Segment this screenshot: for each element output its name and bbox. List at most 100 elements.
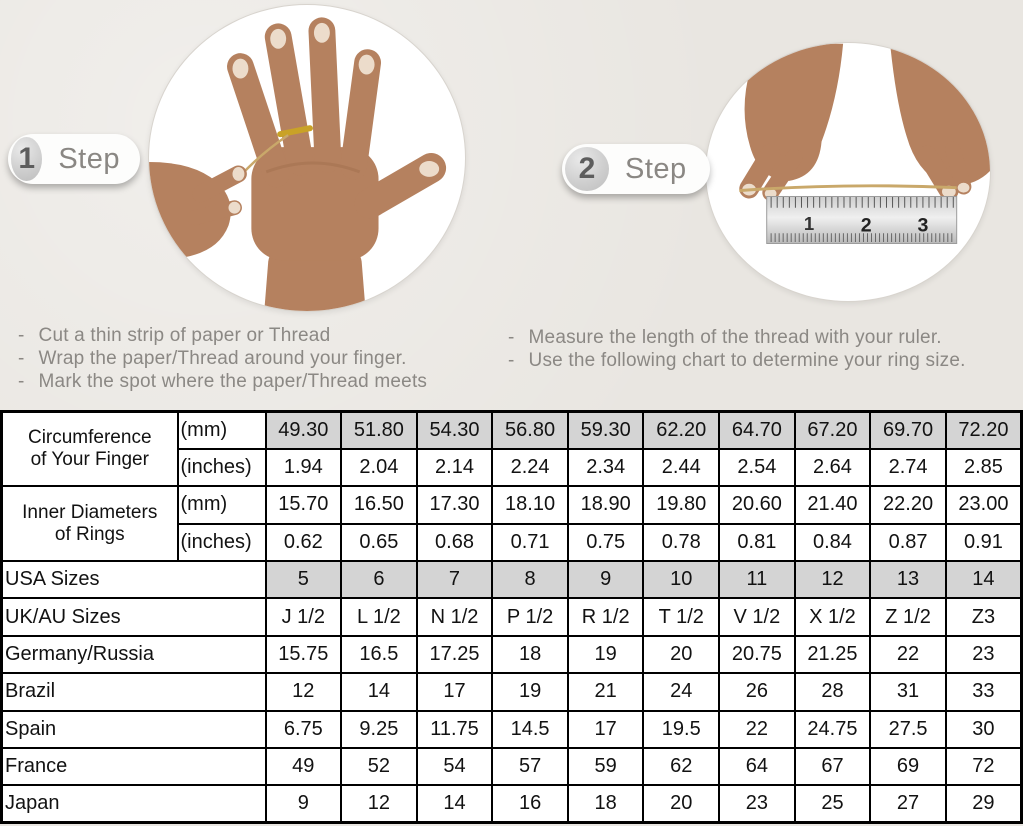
size-cell: 2.24 xyxy=(491,447,569,488)
size-cell: 19.5 xyxy=(642,709,721,750)
size-cell: 16 xyxy=(491,784,569,824)
table-row: Spain 6.75 9.25 11.75 14.5 17 19.5 22 24.75 27.5 3… xyxy=(0,709,1023,750)
size-cell: 18.10 xyxy=(491,485,569,525)
size-cell: X 1/2 xyxy=(793,597,872,637)
how-to-measure-section: 1 2 3 1 Step 2 Step Cut a thin strip of … xyxy=(0,0,1023,410)
unit-label: (mm) xyxy=(176,485,267,525)
size-cell: 14.5 xyxy=(491,709,569,750)
table-row: Japan 9 12 14 16 18 20 23 25 27 29 xyxy=(0,784,1023,824)
size-cell: 30 xyxy=(944,709,1023,750)
size-cell: 2.04 xyxy=(340,447,418,488)
size-cell: 2.85 xyxy=(944,447,1023,488)
size-cell: 62.20 xyxy=(642,410,721,450)
table-row: UK/AU Sizes J 1/2 L 1/2 N 1/2 P 1/2 R 1/2 T 1/… xyxy=(0,597,1023,637)
size-cell: 7 xyxy=(415,560,494,600)
size-cell: 2.44 xyxy=(642,447,721,488)
size-cell: 13 xyxy=(869,560,947,600)
size-cell: 16.50 xyxy=(340,485,418,525)
size-cell: 64.70 xyxy=(718,410,796,450)
size-cell: 16.5 xyxy=(340,634,418,675)
size-cell: 14 xyxy=(340,672,418,712)
size-cell: 31 xyxy=(869,672,947,712)
size-cell: 69 xyxy=(869,747,947,787)
row-group-label: Circumference of Your Finger xyxy=(0,410,179,488)
table-row: (inches) 1.94 2.04 2.14 2.24 2.34 2.44 2.54 2.64… xyxy=(2,447,1023,488)
size-cell: 2.54 xyxy=(718,447,796,488)
size-chart-body: Circumference of Your Finger (mm) 49.30 51.8… xyxy=(0,410,1023,824)
table-row: Germany/Russia 15.75 16.5 17.25 18 19 20 20.75 2… xyxy=(0,634,1023,675)
size-cell: 24.75 xyxy=(793,709,872,750)
thread-ring-icon xyxy=(277,125,313,138)
ring-size-conversion-table: Circumference of Your Finger (mm) 49.30 51.8… xyxy=(0,410,1023,825)
size-cell: 59 xyxy=(566,747,645,787)
size-cell: 23 xyxy=(944,634,1023,675)
size-cell: 56.80 xyxy=(491,410,569,450)
size-cell: 21.40 xyxy=(793,485,872,525)
size-cell: 72.20 xyxy=(944,410,1023,450)
unit-label: (mm) xyxy=(176,410,267,450)
size-cell: Z 1/2 xyxy=(869,597,947,637)
table-row: USA Sizes 5 6 7 8 9 10 11 12 13 14 xyxy=(0,560,1023,600)
size-cell: 22.20 xyxy=(869,485,947,525)
size-cell: 0.62 xyxy=(264,522,343,563)
size-cell: 57 xyxy=(491,747,569,787)
step-1-label: Step xyxy=(58,142,120,175)
row-label: Germany/Russia xyxy=(0,634,267,675)
size-cell: 18.90 xyxy=(566,485,645,525)
size-cell: 27.5 xyxy=(869,709,947,750)
size-cell: 20.75 xyxy=(718,634,796,675)
size-cell: Z3 xyxy=(944,597,1023,637)
size-cell: 33 xyxy=(944,672,1023,712)
size-cell: 0.65 xyxy=(340,522,418,563)
size-cell: 14 xyxy=(944,560,1023,600)
row-label: France xyxy=(0,747,267,787)
size-cell: 0.68 xyxy=(415,522,494,563)
size-cell: 0.78 xyxy=(642,522,721,563)
step2-photo-circle: 1 2 3 xyxy=(705,42,991,302)
size-cell: 18 xyxy=(566,784,645,824)
size-cell: 21.25 xyxy=(793,634,872,675)
size-cell: 19.80 xyxy=(642,485,721,525)
hand-with-thread-image xyxy=(149,17,447,311)
step-2-label: Step xyxy=(625,152,687,185)
row-label: Japan xyxy=(0,784,267,824)
size-cell: 12 xyxy=(264,672,343,712)
ruler-number-2: 2 xyxy=(861,215,872,237)
size-cell: 72 xyxy=(944,747,1023,787)
size-cell: 12 xyxy=(793,560,872,600)
size-cell: 49.30 xyxy=(264,410,343,450)
size-cell: 49 xyxy=(264,747,343,787)
size-cell: 62 xyxy=(642,747,721,787)
size-cell: 2.14 xyxy=(415,447,494,488)
size-cell: 19 xyxy=(491,672,569,712)
table-row: France 49 52 54 57 59 62 64 67 69 72 xyxy=(0,747,1023,787)
row-label: Spain xyxy=(0,709,267,750)
step-1-number: 1 xyxy=(11,137,43,181)
size-cell: J 1/2 xyxy=(264,597,343,637)
instruction-item: Use the following chart to determine you… xyxy=(508,349,966,372)
size-cell: 23.00 xyxy=(944,485,1023,525)
size-cell: 21 xyxy=(566,672,645,712)
step-1-instructions: Cut a thin strip of paper or ThreadWrap … xyxy=(18,324,427,393)
size-cell: 27 xyxy=(869,784,947,824)
size-cell: 14 xyxy=(415,784,494,824)
row-label: UK/AU Sizes xyxy=(0,597,267,637)
size-cell: P 1/2 xyxy=(491,597,569,637)
size-cell: 0.84 xyxy=(793,522,872,563)
size-cell: 67 xyxy=(793,747,872,787)
size-cell: 51.80 xyxy=(340,410,418,450)
size-chart-section: Circumference of Your Finger (mm) 49.30 51.8… xyxy=(0,410,1023,826)
ruler-icon: 1 2 3 xyxy=(766,195,958,244)
size-cell: V 1/2 xyxy=(718,597,796,637)
size-cell: 22 xyxy=(718,709,796,750)
instruction-item: Measure the length of the thread with yo… xyxy=(508,326,966,349)
size-cell: 2.64 xyxy=(793,447,872,488)
size-cell: 24 xyxy=(642,672,721,712)
size-cell: 0.91 xyxy=(944,522,1023,563)
size-cell: 17.30 xyxy=(415,485,494,525)
size-cell: N 1/2 xyxy=(415,597,494,637)
size-cell: 23 xyxy=(718,784,796,824)
size-cell: 17 xyxy=(566,709,645,750)
size-cell: 64 xyxy=(718,747,796,787)
